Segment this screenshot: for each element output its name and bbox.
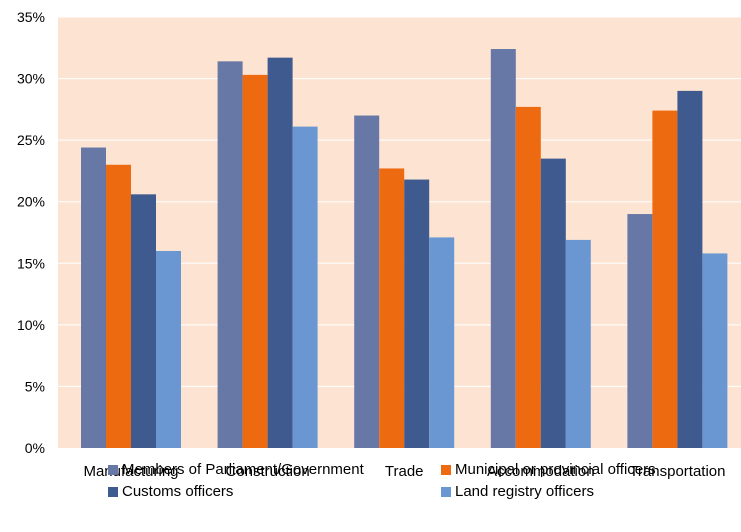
legend-swatch xyxy=(108,464,118,475)
bar xyxy=(565,239,591,448)
y-tick-label: 30% xyxy=(17,71,45,87)
x-tick-label: Construction xyxy=(225,463,309,480)
bar xyxy=(540,158,566,448)
bar xyxy=(429,237,455,448)
legend-label: Members of Parliament/Government xyxy=(122,461,364,478)
legend-swatch xyxy=(441,486,451,497)
legend-swatch xyxy=(441,464,451,475)
x-tick-label: Accommodation xyxy=(487,463,595,480)
bar xyxy=(515,106,541,448)
legend-label: Land registry officers xyxy=(455,483,594,500)
legend: Members of Parliament/Government Municip… xyxy=(0,458,741,532)
y-tick-label: 35% xyxy=(17,9,45,25)
y-tick-label: 10% xyxy=(17,317,45,333)
bar xyxy=(292,126,318,449)
legend-item-municipal-officers: Municipal or provincial officers xyxy=(441,461,656,478)
bar xyxy=(131,194,156,448)
y-axis-tick-labels: 0% 5% 10% 15% 20% 25% 30% 35% xyxy=(17,9,45,456)
y-tick-label: 25% xyxy=(17,132,45,148)
x-tick-label: Trade xyxy=(385,463,424,480)
legend-label: Municipal or provincial officers xyxy=(455,461,656,478)
bar xyxy=(81,147,106,448)
y-tick-label: 5% xyxy=(25,378,45,394)
bar xyxy=(267,57,293,448)
bar xyxy=(677,90,703,448)
bar xyxy=(106,164,131,448)
y-tick-label: 20% xyxy=(17,194,45,210)
bar-chart: 0% 5% 10% 15% 20% 25% 30% 35% Manufacturing Cons… xyxy=(17,9,741,480)
bars xyxy=(81,49,728,449)
bar xyxy=(354,115,380,448)
bar xyxy=(404,179,430,448)
legend-item-customs-officers: Customs officers xyxy=(108,483,233,500)
y-tick-label: 0% xyxy=(25,440,45,456)
legend-item-land-registry-officers: Land registry officers xyxy=(441,483,594,500)
bar xyxy=(379,168,405,449)
bar xyxy=(652,110,678,449)
bar xyxy=(156,250,181,448)
x-axis-tick-labels: Manufacturing Construction Trade Accommodat… xyxy=(83,463,725,480)
bar xyxy=(627,214,653,448)
x-tick-label: Transportation xyxy=(629,463,725,480)
legend-label: Customs officers xyxy=(122,483,234,500)
y-tick-label: 15% xyxy=(17,255,45,271)
bar xyxy=(702,253,728,448)
x-tick-label: Manufacturing xyxy=(83,463,178,480)
bar xyxy=(490,49,516,448)
legend-item-members-of-parliament: Members of Parliament/Government xyxy=(108,461,364,478)
bar xyxy=(242,74,268,449)
bar xyxy=(217,61,243,449)
legend-swatch xyxy=(108,486,118,497)
